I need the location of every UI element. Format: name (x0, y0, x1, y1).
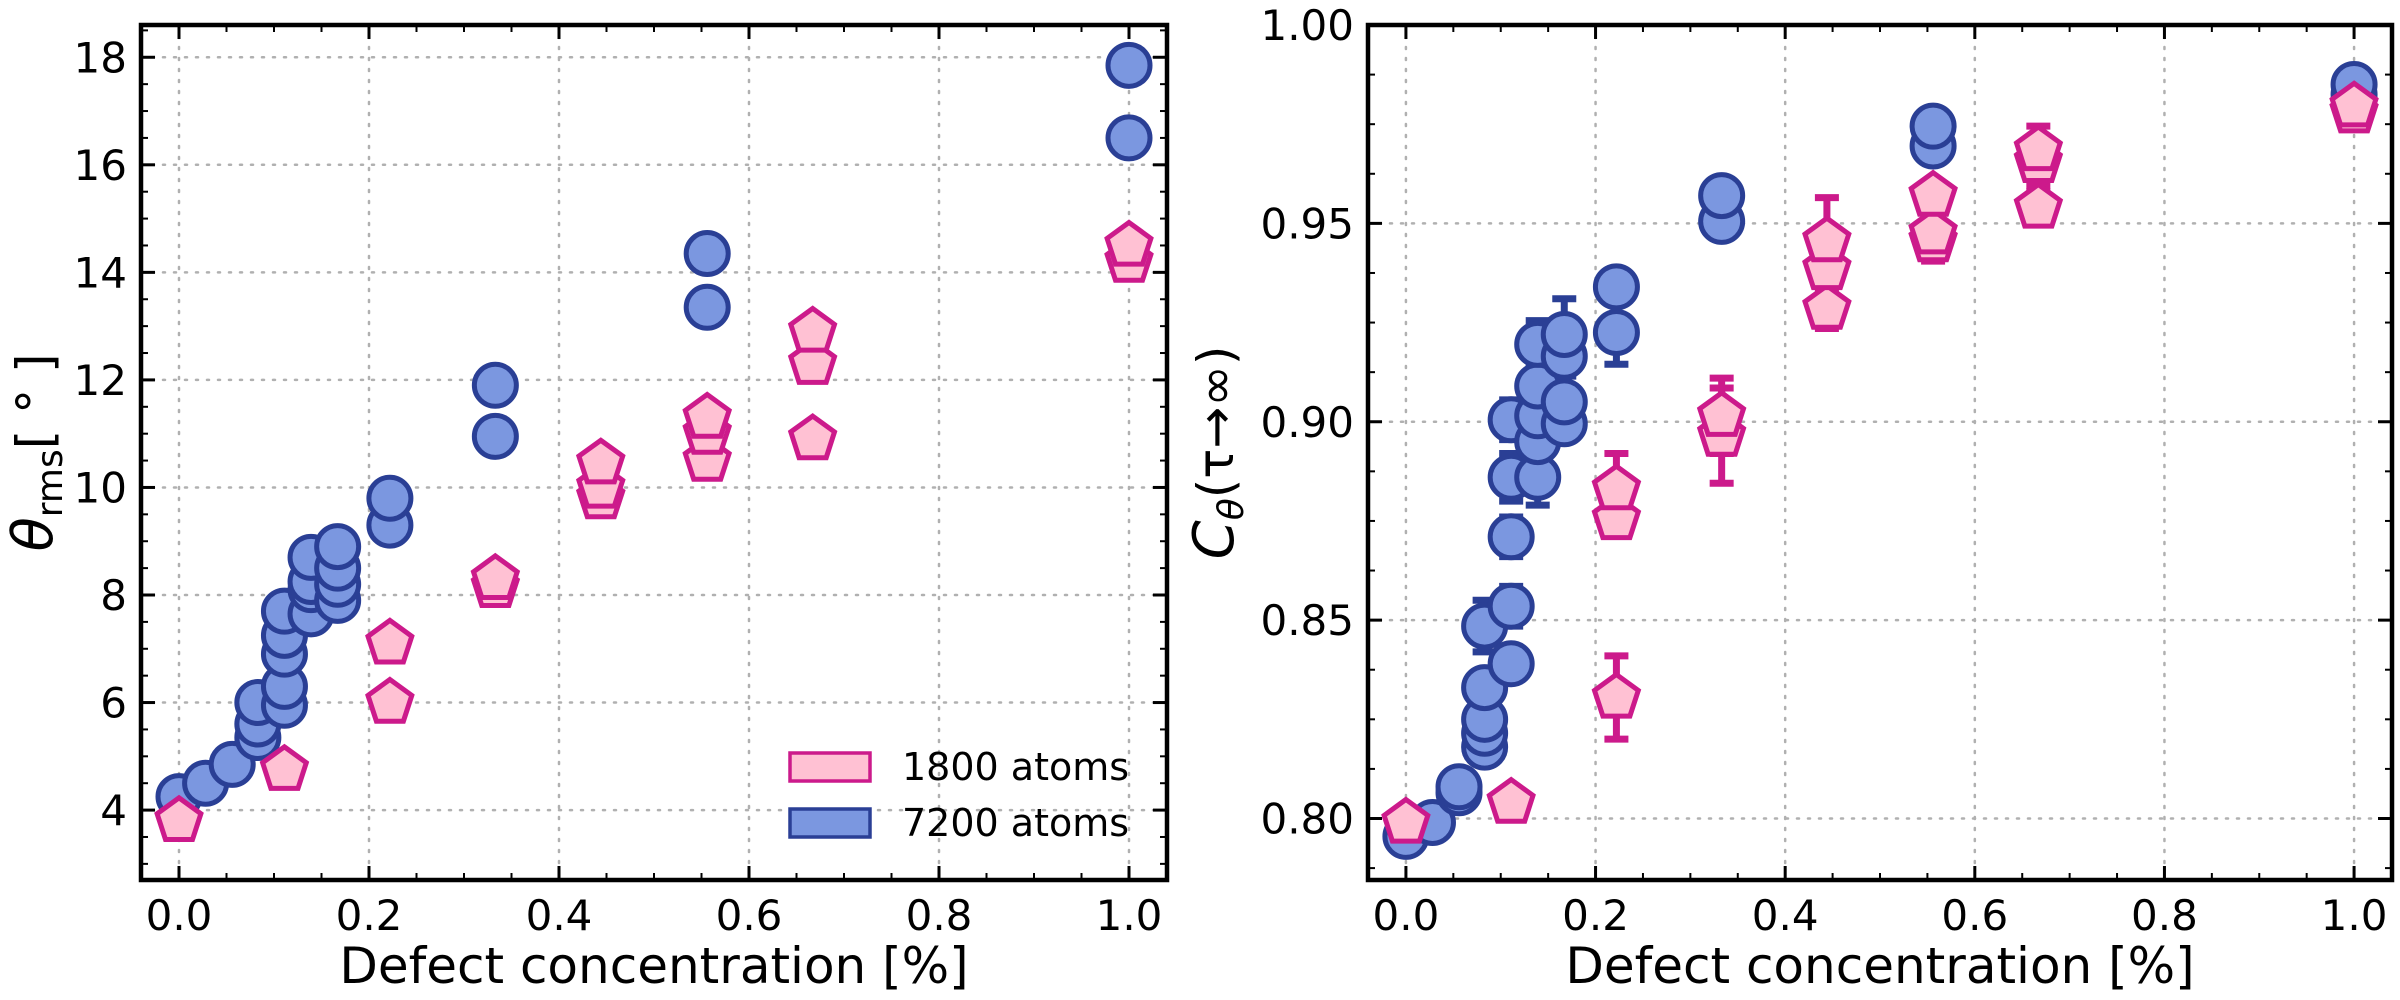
gridlines (1366, 23, 2394, 882)
x-tick-label: 0.6 (716, 891, 783, 940)
data-point-7200-atoms (1487, 582, 1535, 630)
x-axis-label: Defect concentration [%] (1565, 937, 2194, 995)
y-axis-label-subscript: θ (1211, 498, 1252, 520)
data-point-7200-atoms (1487, 513, 1535, 561)
legend: 1800 atoms 7200 atoms (788, 745, 1129, 845)
data-point-1800-atoms (365, 617, 415, 665)
series-7200-atoms (155, 41, 1153, 821)
data-point-1800-atoms (1908, 169, 1958, 217)
y-tick-label: 10 (74, 463, 127, 512)
data-point-7200-atoms (471, 361, 519, 409)
y-tick-label: 1.00 (1260, 1, 1354, 50)
y-tick-label: 0.90 (1260, 398, 1354, 447)
data-point-1800-atoms (787, 305, 838, 353)
data-point-7200-atoms (1592, 308, 1640, 356)
data-point-1800-atoms (1486, 776, 1536, 824)
data-point-1800-atoms (470, 552, 521, 600)
data-point-1800-atoms (1381, 796, 1431, 844)
ticks (1368, 23, 2392, 880)
data-point-1800-atoms (1802, 215, 1852, 263)
data-point-7200-atoms (1592, 263, 1640, 311)
legend-swatch-7200-atoms (788, 807, 872, 839)
y-axis-label-symbol: θ (1, 517, 66, 551)
right-panel-c-theta: 0.0 0.2 0.4 0.6 0.8 1.0 0.80 0.85 0.90 0.95 1.00 De… (1182, 1, 2395, 995)
data-point-7200-atoms (1487, 640, 1535, 688)
series-1800-atoms (1381, 80, 2379, 844)
series-1800-atoms (154, 219, 1154, 842)
x-tick-label: 0.2 (1562, 891, 1629, 940)
x-tick-label: 0.0 (1373, 891, 1440, 940)
data-point-7200-atoms (1435, 763, 1483, 811)
data-point-1800-atoms (154, 794, 204, 842)
data-point-7200-atoms (1540, 378, 1588, 426)
legend-label: 7200 atoms (902, 801, 1129, 845)
data-point-1800-atoms (2329, 80, 2379, 128)
data-point-7200-atoms (683, 230, 731, 278)
x-tick-label: 0.4 (526, 891, 593, 940)
data-point-7200-atoms (366, 474, 414, 522)
gridlines (139, 23, 1169, 882)
data-point-7200-atoms (1698, 172, 1746, 220)
legend-label: 1800 atoms (902, 745, 1129, 789)
data-point-1800-atoms (365, 676, 415, 724)
y-tick-label: 6 (100, 679, 127, 728)
y-tick-label: 4 (100, 786, 127, 835)
y-axis-label: Cθ(τ→∞) (1182, 346, 1252, 560)
y-axis-label: θrms[ ° ] (1, 353, 71, 551)
series-7200-atoms (1382, 61, 2378, 860)
data-point-7200-atoms (314, 523, 362, 571)
data-point-7200-atoms (1540, 310, 1588, 358)
y-axis-label-subscript: rms (30, 449, 71, 517)
x-tick-label: 0.0 (146, 891, 213, 940)
legend-swatch-1800-atoms (788, 751, 872, 783)
x-tick-label: 0.2 (336, 891, 403, 940)
data-point-7200-atoms (1105, 114, 1153, 162)
data-point-1800-atoms (1104, 219, 1154, 267)
y-tick-label: 14 (74, 248, 127, 297)
y-tick-label: 0.85 (1260, 596, 1354, 645)
x-tick-label: 0.4 (1752, 891, 1819, 940)
x-tick-label: 1.0 (2321, 891, 2388, 940)
data-point-1800-atoms (2013, 123, 2064, 172)
y-axis-label-symbol: C (1182, 520, 1247, 559)
y-tick-label: 8 (100, 571, 127, 620)
data-point-1800-atoms (1696, 389, 1747, 437)
data-point-1800-atoms (1591, 463, 1642, 511)
data-point-1800-atoms (787, 413, 838, 461)
data-point-1800-atoms (682, 391, 733, 439)
y-tick-label: 0.80 (1260, 795, 1354, 844)
y-axis-label-unit: [ ° ] (6, 353, 64, 449)
data-point-1800-atoms (1802, 282, 1852, 330)
data-point-7200-atoms (1909, 102, 1957, 150)
left-panel-theta-rms: 0.0 0.2 0.4 0.6 0.8 1.0 4 6 8 10 12 14 16 18 Defect co… (1, 22, 1170, 995)
y-tick-label: 16 (74, 141, 127, 190)
data-point-1800-atoms (1908, 207, 1958, 255)
data-point-7200-atoms (471, 412, 519, 460)
x-tick-label: 0.8 (906, 891, 973, 940)
data-point-1800-atoms (575, 437, 626, 485)
x-tick-label: 0.6 (1941, 891, 2008, 940)
data-point-1800-atoms (1591, 671, 1642, 719)
ticks (141, 25, 1167, 880)
y-tick-label: 0.95 (1260, 199, 1354, 248)
y-axis-label-unit: (τ→∞) (1187, 346, 1245, 499)
data-point-7200-atoms (683, 283, 731, 331)
x-tick-label: 0.8 (2131, 891, 2198, 940)
data-point-1800-atoms (259, 743, 310, 791)
data-point-1800-atoms (2013, 181, 2064, 229)
data-point-7200-atoms (1105, 41, 1153, 89)
x-tick-label: 1.0 (1096, 891, 1163, 940)
x-axis-label: Defect concentration [%] (339, 937, 968, 995)
y-tick-label: 18 (74, 33, 127, 82)
y-tick-label: 12 (74, 356, 127, 405)
